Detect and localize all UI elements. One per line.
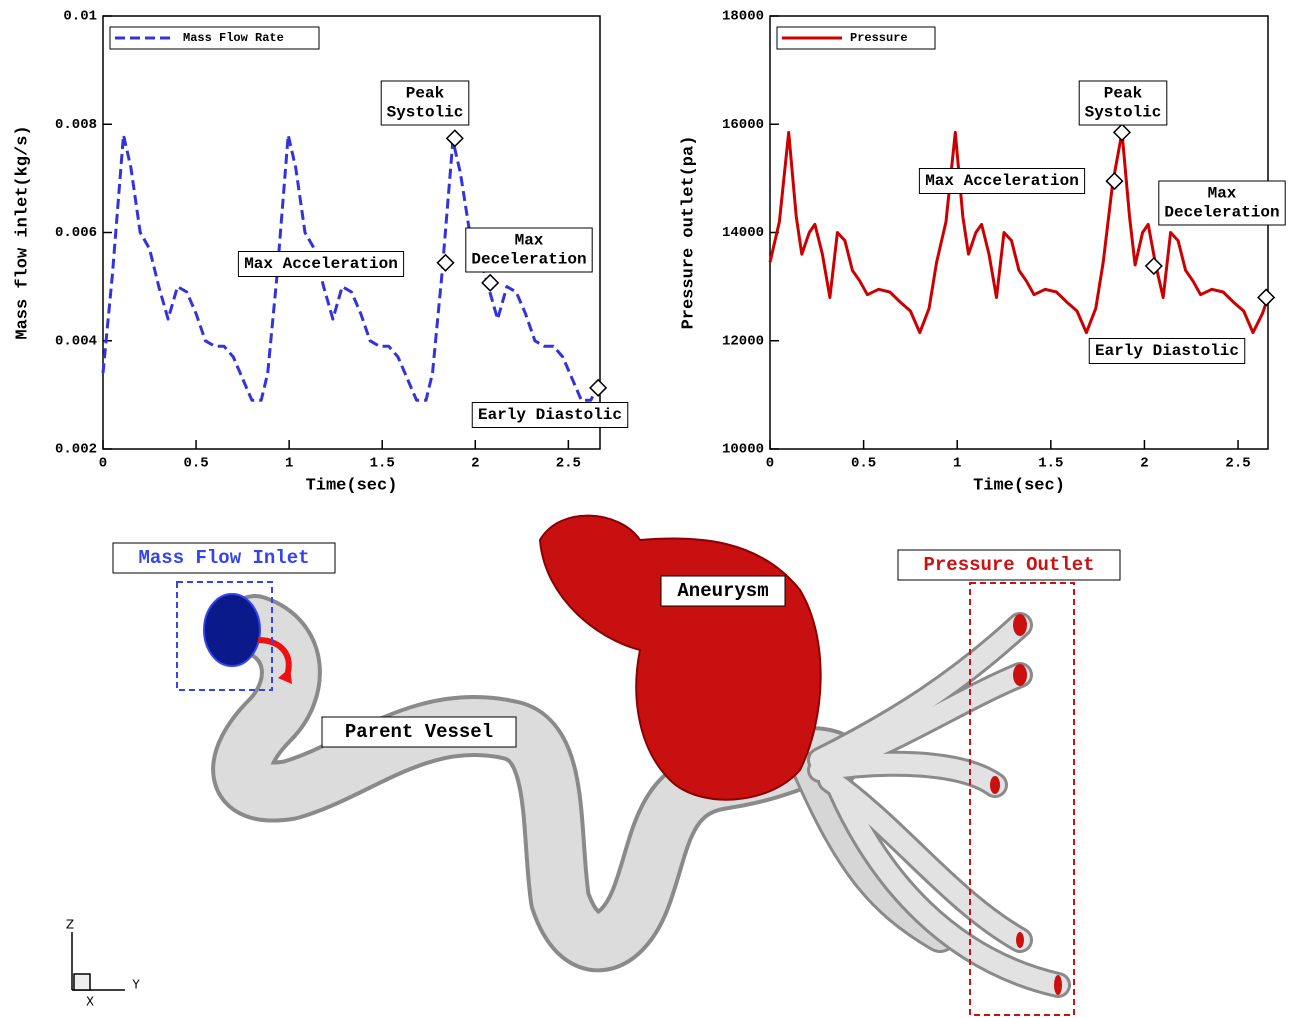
outlet-cap — [1016, 932, 1024, 948]
y-tick-label: 0.004 — [55, 333, 97, 349]
figure: Mass Flow Inlet Aneurysm Pressure Outlet… — [0, 0, 1308, 1018]
annotation-marker — [447, 130, 463, 146]
x-tick-label: 0 — [766, 456, 774, 472]
chart: 10000 12000 14000 16000 18000 0 0.5 1 1.5 2 2.5 Tim… — [679, 9, 1285, 496]
annotation-marker — [482, 275, 498, 291]
y-tick-label: 0.002 — [55, 442, 97, 458]
annotation-marker — [438, 255, 454, 271]
x-axis-label: Time(sec) — [306, 476, 398, 495]
y-tick-label: 0.006 — [55, 225, 97, 241]
inlet-face — [204, 594, 260, 666]
y-tick-label: 10000 — [722, 442, 764, 458]
axis-z: Z — [66, 918, 74, 932]
x-tick-label: 1 — [285, 456, 293, 472]
annotation-label: Max — [515, 232, 544, 250]
annotation-label: Max Acceleration — [925, 172, 1079, 190]
y-tick-label: 16000 — [722, 117, 764, 133]
aneurysm — [540, 516, 821, 800]
axis-x: X — [86, 995, 94, 1009]
annotation-label: Peak — [1104, 85, 1143, 103]
legend-label: Mass Flow Rate — [183, 31, 284, 45]
annotation-label: Deceleration — [471, 251, 586, 269]
vessel-model: Mass Flow Inlet Aneurysm Pressure Outlet… — [66, 516, 1120, 1015]
annotation-marker — [590, 380, 606, 396]
y-tick-label: 14000 — [722, 225, 764, 241]
x-tick-label: 2.5 — [556, 456, 581, 472]
x-tick-label: 0.5 — [183, 456, 208, 472]
outlet-cap — [990, 776, 1000, 794]
legend-label: Pressure — [850, 31, 908, 45]
annotation-label: Early Diastolic — [1095, 342, 1239, 360]
annotation-label: Max — [1208, 185, 1237, 203]
vessel-label: Parent Vessel — [345, 721, 493, 743]
inlet-label: Mass Flow Inlet — [138, 547, 309, 569]
annotation-marker — [1146, 258, 1162, 274]
y-tick-label: 0.01 — [63, 9, 97, 25]
annotation-label: Systolic — [1085, 104, 1162, 122]
outlet-label: Pressure Outlet — [923, 554, 1094, 576]
x-tick-label: 2 — [471, 456, 479, 472]
x-tick-label: 0.5 — [851, 456, 876, 472]
annotation-label: Early Diastolic — [478, 406, 622, 424]
y-tick-label: 0.008 — [55, 117, 97, 133]
x-tick-label: 2 — [1140, 456, 1148, 472]
annotation-label: Max Acceleration — [244, 255, 398, 273]
plot-frame — [770, 16, 1268, 449]
outlet-cap — [1013, 664, 1027, 686]
x-tick-label: 0 — [99, 456, 107, 472]
x-axis-label: Time(sec) — [973, 476, 1065, 495]
annotation-label: Peak — [406, 85, 445, 103]
y-axis-label: Mass flow inlet(kg/s) — [13, 125, 32, 339]
x-tick-label: 1.5 — [1038, 456, 1063, 472]
annotation-label: Systolic — [387, 104, 464, 122]
annotation-marker — [1258, 289, 1274, 305]
y-axis-label: Pressure outlet(pa) — [679, 136, 698, 330]
axis-y: Y — [131, 978, 140, 992]
y-tick-label: 12000 — [722, 333, 764, 349]
x-tick-label: 2.5 — [1225, 456, 1250, 472]
x-tick-label: 1 — [953, 456, 961, 472]
axis-triad — [72, 932, 125, 990]
outlet-cap — [1054, 975, 1062, 995]
annotation-label: Deceleration — [1164, 204, 1279, 222]
x-tick-label: 1.5 — [370, 456, 395, 472]
chart: 0.002 0.004 0.006 0.008 0.01 0 0.5 1 1.5 2 2.5 Time… — [13, 9, 627, 496]
annotation-marker — [1114, 124, 1130, 140]
data-line — [770, 132, 1268, 332]
annotation-marker — [1106, 173, 1122, 189]
aneurysm-label: Aneurysm — [677, 580, 768, 602]
y-tick-label: 18000 — [722, 9, 764, 25]
outlet-cap — [1013, 614, 1027, 636]
